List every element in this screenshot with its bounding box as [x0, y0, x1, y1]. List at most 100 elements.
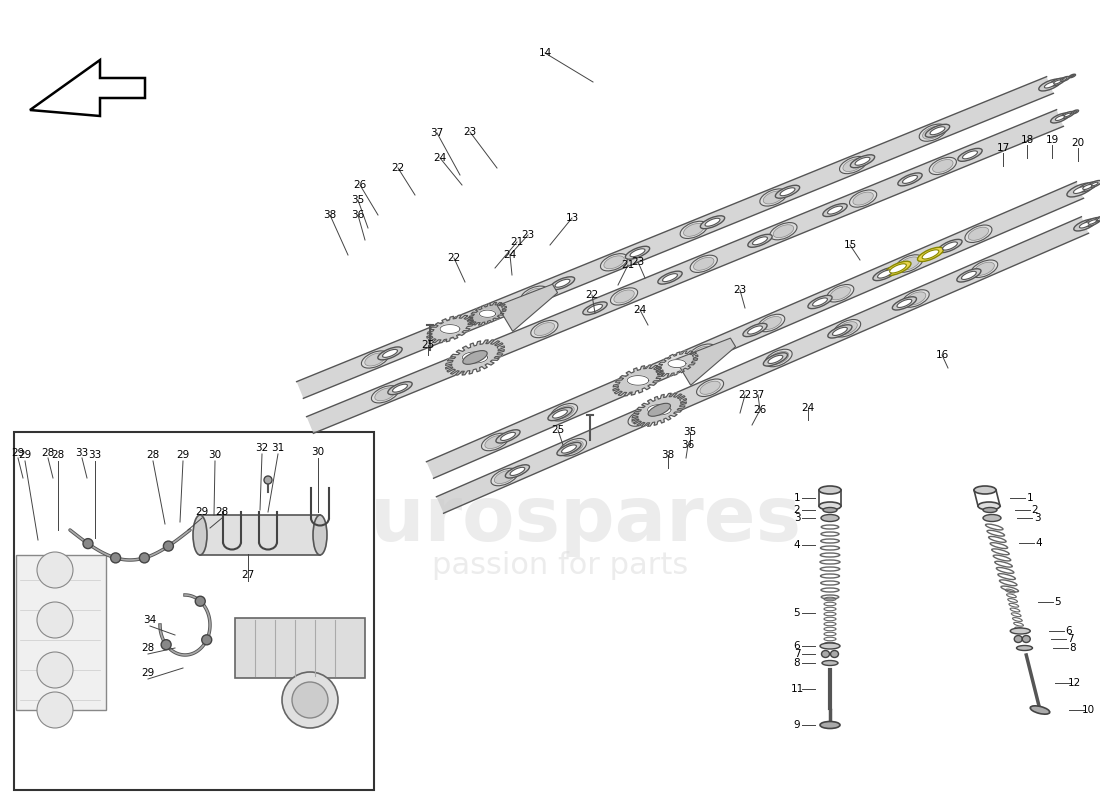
Ellipse shape: [1097, 218, 1100, 221]
Ellipse shape: [922, 250, 939, 259]
Circle shape: [37, 692, 73, 728]
Ellipse shape: [491, 468, 518, 486]
Text: 5: 5: [1054, 598, 1060, 607]
Polygon shape: [632, 393, 686, 426]
Ellipse shape: [662, 274, 678, 282]
Ellipse shape: [849, 190, 877, 207]
Ellipse shape: [1054, 80, 1062, 84]
Text: 2: 2: [1032, 505, 1038, 515]
Circle shape: [37, 552, 73, 588]
Circle shape: [264, 476, 272, 484]
Ellipse shape: [943, 242, 957, 250]
Text: 27: 27: [241, 570, 254, 580]
Text: 32: 32: [255, 443, 268, 453]
Circle shape: [201, 635, 211, 645]
Ellipse shape: [614, 290, 635, 303]
Ellipse shape: [648, 403, 671, 416]
Ellipse shape: [813, 298, 827, 306]
Text: 15: 15: [844, 240, 857, 250]
Text: 30: 30: [311, 447, 324, 457]
Ellipse shape: [610, 288, 638, 305]
Ellipse shape: [752, 237, 768, 245]
Ellipse shape: [1031, 706, 1049, 714]
Ellipse shape: [444, 321, 465, 334]
Ellipse shape: [1088, 220, 1097, 224]
Ellipse shape: [761, 317, 781, 330]
Ellipse shape: [983, 514, 1001, 522]
Ellipse shape: [365, 353, 385, 366]
Text: 3: 3: [1034, 513, 1041, 523]
Ellipse shape: [496, 430, 520, 443]
Ellipse shape: [1022, 635, 1031, 642]
Ellipse shape: [773, 225, 793, 238]
Ellipse shape: [441, 318, 469, 336]
Ellipse shape: [619, 374, 647, 391]
Ellipse shape: [623, 376, 643, 389]
Ellipse shape: [878, 270, 892, 278]
Ellipse shape: [587, 304, 603, 312]
Ellipse shape: [834, 319, 860, 337]
Ellipse shape: [902, 290, 930, 307]
Ellipse shape: [820, 722, 840, 729]
Ellipse shape: [1082, 185, 1092, 190]
Polygon shape: [648, 405, 671, 415]
Text: 3: 3: [794, 513, 801, 523]
Ellipse shape: [583, 302, 607, 315]
Text: 6: 6: [794, 641, 801, 651]
Bar: [235, 618, 365, 678]
Ellipse shape: [1060, 111, 1074, 118]
Ellipse shape: [1055, 115, 1065, 121]
Ellipse shape: [748, 234, 772, 247]
Ellipse shape: [975, 262, 994, 275]
Text: 17: 17: [997, 143, 1010, 153]
Ellipse shape: [552, 410, 568, 418]
Ellipse shape: [820, 643, 840, 649]
Ellipse shape: [628, 409, 656, 426]
Ellipse shape: [377, 347, 403, 360]
Ellipse shape: [1072, 111, 1077, 113]
Ellipse shape: [548, 407, 572, 421]
Ellipse shape: [833, 327, 847, 335]
Ellipse shape: [961, 271, 977, 279]
Ellipse shape: [604, 256, 625, 269]
Ellipse shape: [700, 381, 720, 394]
Ellipse shape: [454, 355, 475, 368]
Polygon shape: [656, 351, 697, 376]
Text: 23: 23: [631, 257, 645, 267]
Ellipse shape: [930, 158, 956, 174]
Ellipse shape: [701, 216, 725, 229]
Text: 8: 8: [1069, 643, 1076, 653]
Ellipse shape: [372, 386, 398, 403]
Ellipse shape: [505, 465, 529, 478]
Ellipse shape: [769, 351, 789, 365]
Circle shape: [292, 682, 328, 718]
Ellipse shape: [923, 126, 943, 139]
Circle shape: [161, 640, 172, 650]
Ellipse shape: [855, 158, 870, 166]
Text: 9: 9: [794, 720, 801, 730]
Text: 22: 22: [392, 163, 405, 173]
Polygon shape: [627, 376, 649, 385]
Ellipse shape: [962, 151, 978, 159]
Polygon shape: [437, 217, 1089, 514]
Ellipse shape: [1069, 74, 1076, 78]
Ellipse shape: [525, 288, 544, 301]
Text: 29: 29: [176, 450, 189, 460]
Ellipse shape: [1091, 182, 1098, 186]
Polygon shape: [307, 110, 1064, 434]
Ellipse shape: [763, 353, 788, 366]
Text: 16: 16: [935, 350, 948, 360]
Ellipse shape: [895, 254, 923, 272]
Ellipse shape: [625, 246, 650, 259]
Text: 36: 36: [351, 210, 364, 220]
Ellipse shape: [905, 292, 926, 305]
Ellipse shape: [830, 650, 838, 658]
Ellipse shape: [758, 314, 784, 332]
Text: 28: 28: [146, 450, 160, 460]
Circle shape: [282, 672, 338, 728]
Ellipse shape: [631, 411, 651, 424]
Ellipse shape: [925, 124, 949, 138]
Ellipse shape: [658, 271, 682, 284]
Ellipse shape: [1063, 78, 1067, 80]
Ellipse shape: [554, 406, 574, 418]
